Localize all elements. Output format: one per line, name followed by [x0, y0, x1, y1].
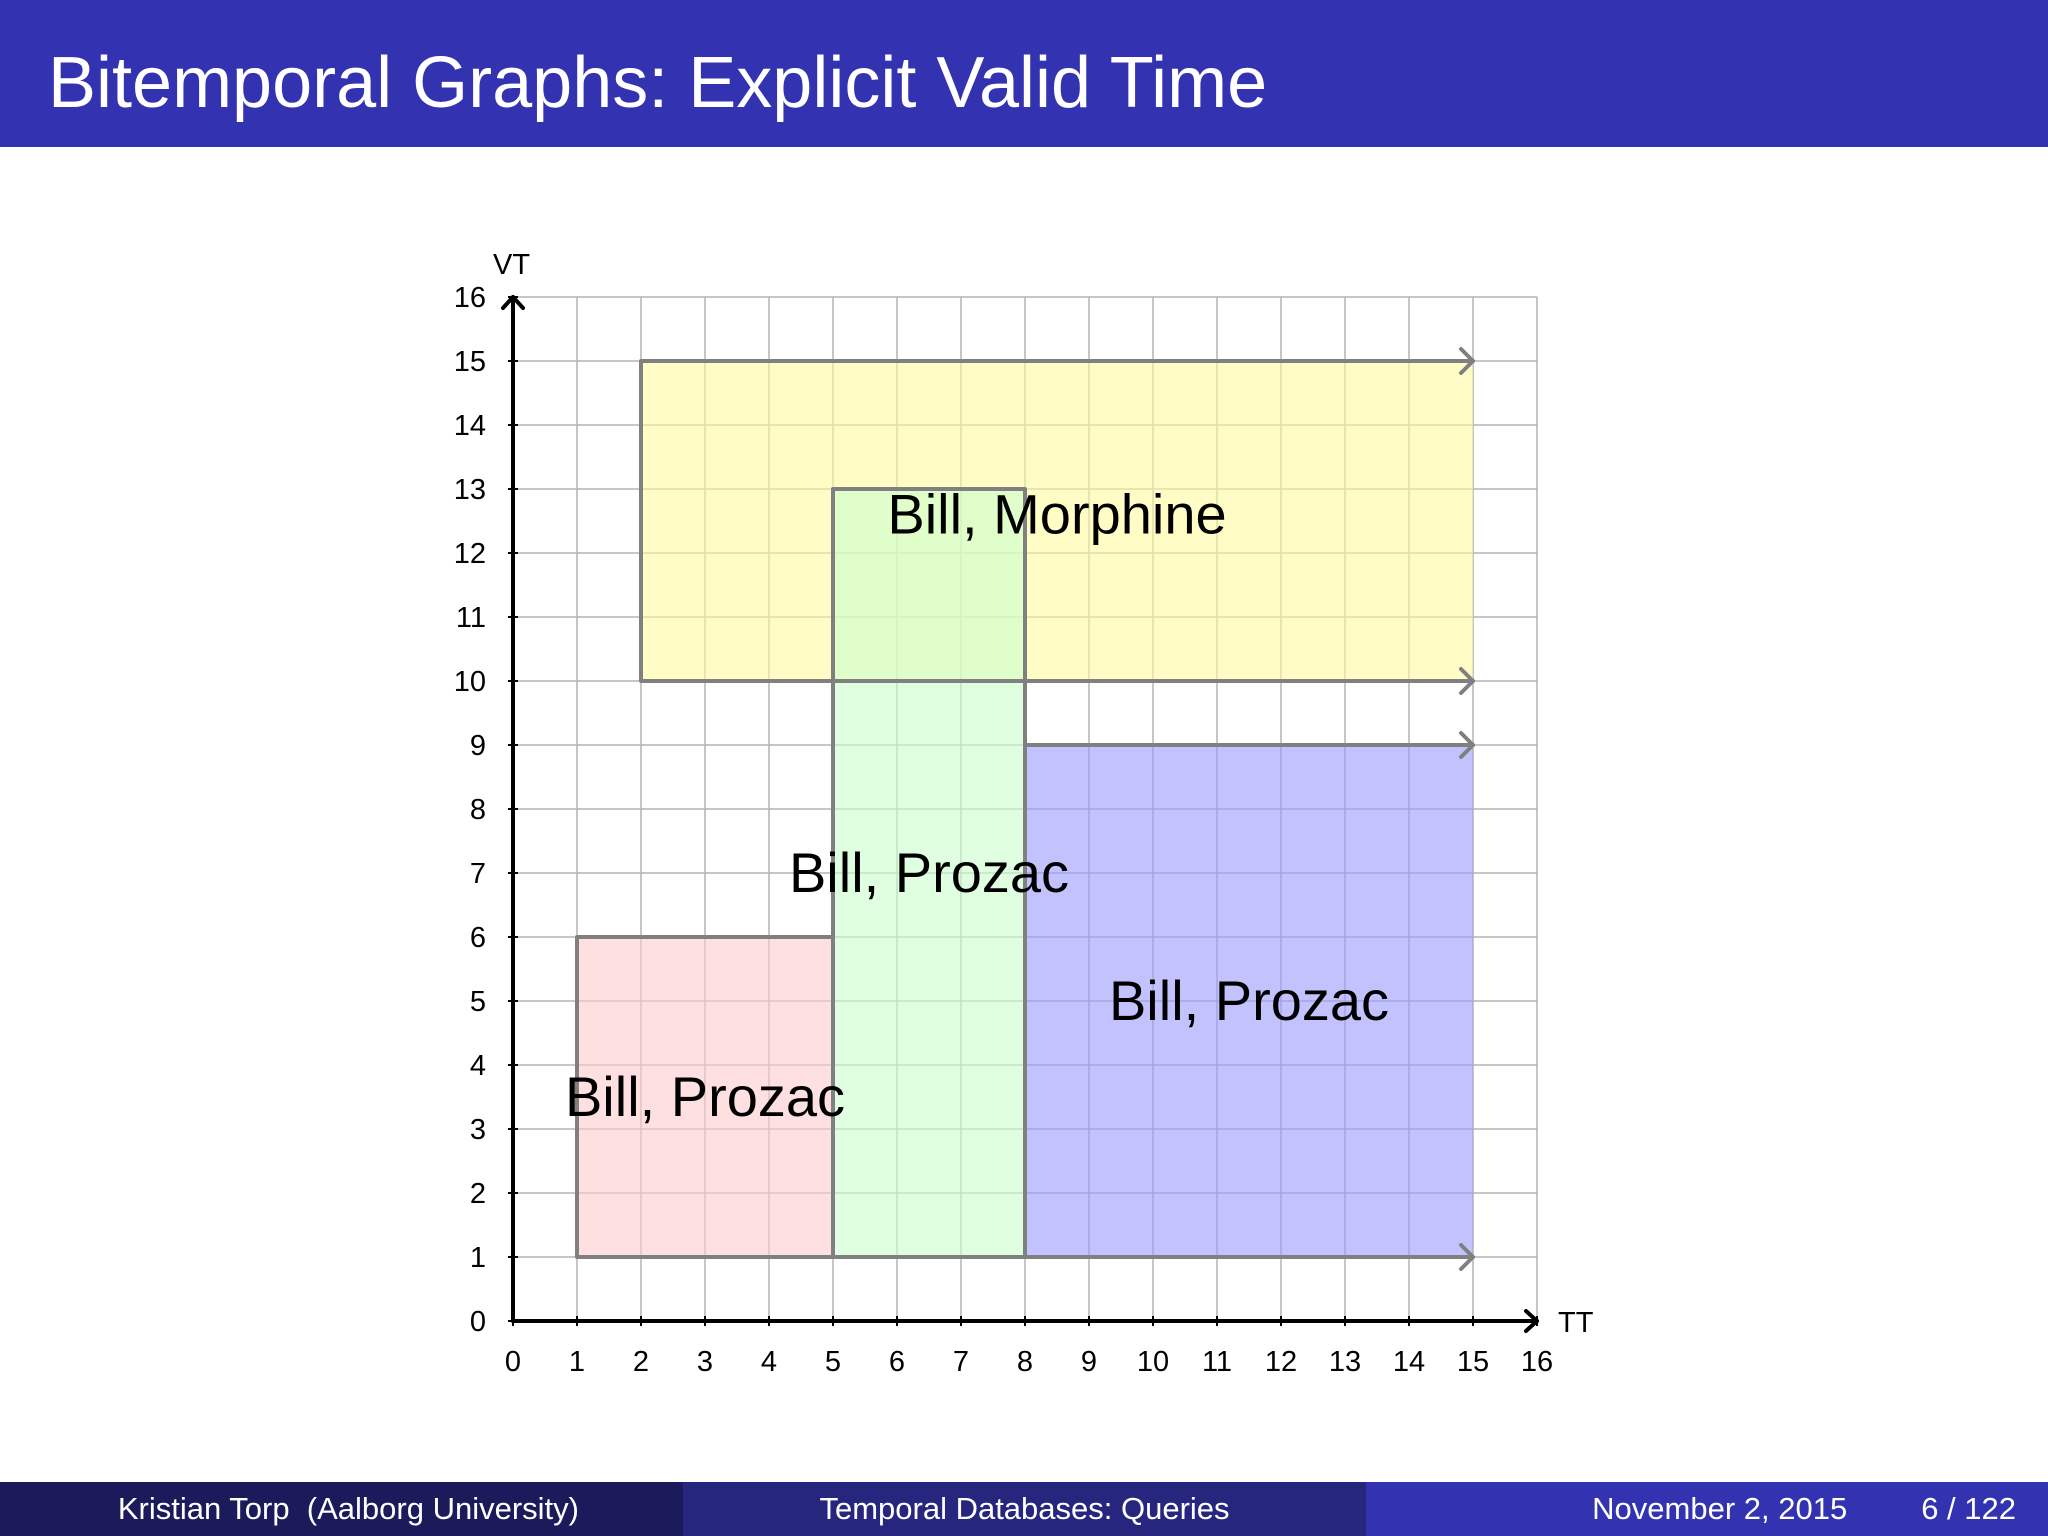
- x-tick-label: 5: [825, 1346, 841, 1378]
- x-tick-label: 10: [1137, 1346, 1169, 1378]
- region-label: Bill, Morphine: [887, 483, 1226, 546]
- y-tick-label: 16: [454, 282, 486, 314]
- x-tick-label: 12: [1265, 1346, 1297, 1378]
- region-label: Bill, Prozac: [565, 1065, 845, 1128]
- footer-topic-section: Temporal Databases: Queries: [683, 1482, 1366, 1536]
- footer-author-section: Kristian Torp (Aalborg University): [0, 1482, 683, 1536]
- x-tick-label: 14: [1393, 1346, 1425, 1378]
- y-tick-label: 9: [470, 730, 486, 762]
- y-tick-label: 2: [470, 1178, 486, 1210]
- region-fill-2: [833, 489, 1025, 1257]
- x-tick-label: 3: [697, 1346, 713, 1378]
- footer-date-section: November 2, 2015 6 / 122: [1366, 1482, 2048, 1536]
- bitemporal-diagram: 0 1 2 3 4 5 6 7 8 9 10 11 12 13 14 15 160123456789101112…: [454, 249, 1594, 1378]
- y-tick-label: 3: [470, 1114, 486, 1146]
- title-bar: Bitemporal Graphs: Explicit Valid Time: [0, 0, 2048, 147]
- x-tick-label: 2: [633, 1346, 649, 1378]
- y-tick-label: 1: [470, 1242, 486, 1274]
- region-fill-3: [1025, 745, 1473, 1257]
- x-axis-label: TT: [1558, 1307, 1594, 1339]
- y-tick-label: 12: [454, 538, 486, 570]
- y-tick-label: 8: [470, 794, 486, 826]
- y-tick-label: 5: [470, 986, 486, 1018]
- footer-page-number: 6 / 122: [1921, 1491, 2016, 1526]
- x-tick-label: 13: [1329, 1346, 1361, 1378]
- region-border-0: [639, 359, 1475, 683]
- x-tick-label: 16: [1521, 1346, 1553, 1378]
- x-tick-label: 0: [505, 1346, 521, 1378]
- open-end-arrow-icon: [1459, 731, 1475, 759]
- footer-affiliation: (Aalborg University): [306, 1491, 579, 1526]
- region-label: Bill, Prozac: [789, 841, 1069, 904]
- y-tick-label: 11: [456, 602, 486, 634]
- region-border-3: [1023, 743, 1475, 1259]
- y-tick-label: 0: [470, 1306, 486, 1338]
- y-tick-label: 6: [470, 922, 486, 954]
- y-axis-label: VT: [493, 249, 530, 281]
- slide-title: Bitemporal Graphs: Explicit Valid Time: [48, 43, 1268, 123]
- y-tick-label: 10: [454, 666, 486, 698]
- footer: Kristian Torp (Aalborg University) Tempo…: [0, 1482, 2048, 1536]
- region-label: Bill, Prozac: [1109, 969, 1389, 1032]
- x-tick-label: 8: [1017, 1346, 1033, 1378]
- y-tick-label: 13: [454, 474, 486, 506]
- open-end-arrow-icon: [1459, 347, 1475, 375]
- y-tick-label: 14: [454, 410, 486, 442]
- y-tick-label: 7: [470, 858, 486, 890]
- x-tick-label: 6: [889, 1346, 905, 1378]
- open-end-arrow-icon: [1459, 667, 1475, 695]
- footer-date: November 2, 2015: [1592, 1491, 1848, 1526]
- x-tick-label: 7: [953, 1346, 969, 1378]
- x-tick-label: 11: [1202, 1346, 1232, 1378]
- open-end-arrow-icon: [1459, 1243, 1475, 1271]
- y-tick-label: 15: [454, 346, 486, 378]
- x-tick-label: 4: [761, 1346, 777, 1378]
- region-fill-0: [641, 361, 1473, 681]
- x-tick-label: 1: [569, 1346, 585, 1378]
- footer-topic: Temporal Databases: Queries: [819, 1491, 1230, 1526]
- footer-author: Kristian Torp: [117, 1491, 290, 1526]
- y-tick-label: 4: [470, 1050, 486, 1082]
- region-fill-1: [577, 937, 833, 1257]
- x-tick-label: 15: [1457, 1346, 1489, 1378]
- x-tick-label: 9: [1081, 1346, 1097, 1378]
